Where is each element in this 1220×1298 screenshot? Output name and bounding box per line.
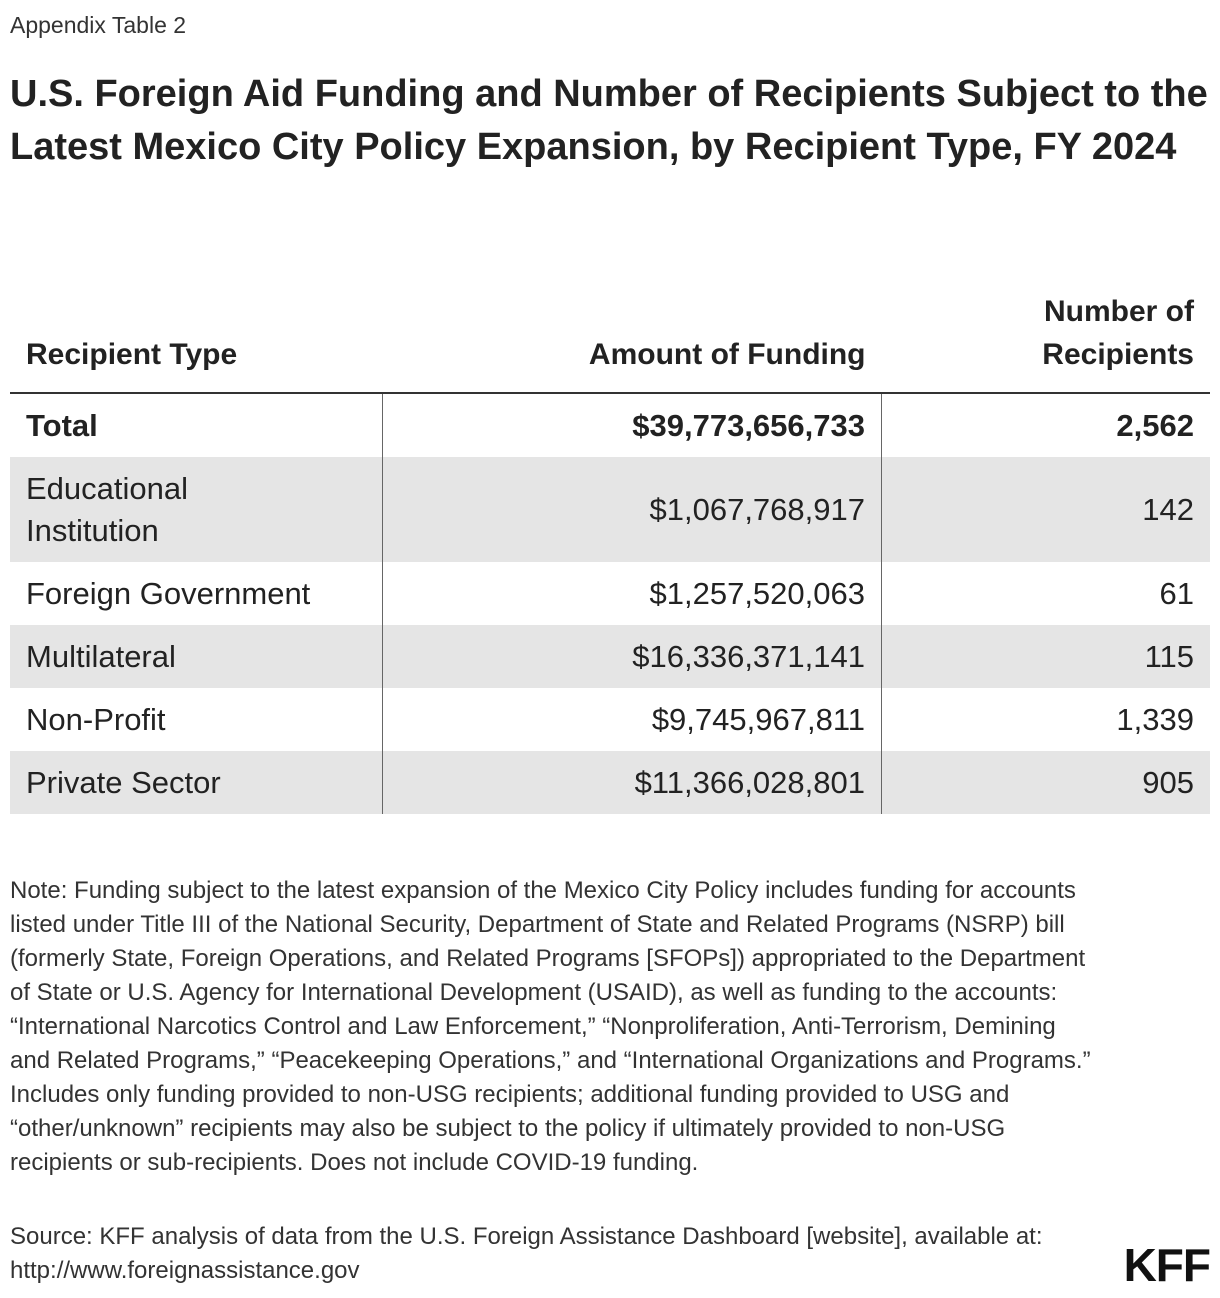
page-title: U.S. Foreign Aid Funding and Number of R… [10, 73, 1208, 168]
recipient-count-cell: 1,339 [1116, 701, 1194, 737]
table-note: Note: Funding subject to the latest expa… [10, 877, 1091, 1176]
recipient-type-line2: Institution [26, 512, 159, 548]
recipient-type-cell: Foreign Government [10, 562, 383, 625]
recipient-count-cell: 115 [881, 625, 1210, 688]
recipient-type-cell: Educational Institution [10, 457, 383, 562]
funding-amount-cell: $16,336,371,141 [382, 625, 882, 688]
recipient-type-cell: Multilateral [10, 625, 383, 688]
column-header-amount-of-funding: Amount of Funding [382, 276, 882, 394]
table-row-multilateral: Multilateral $16,336,371,141 115 [10, 625, 1210, 688]
recipient-count-cell: 2,562 [1116, 407, 1194, 443]
funding-amount-cell: $1,067,768,917 [382, 457, 882, 562]
recipient-count-cell: 142 [881, 457, 1210, 562]
table-row-private-sector: Private Sector $11,366,028,801 905 [10, 751, 1210, 814]
recipient-type-cell: Total [10, 393, 383, 457]
table-row-total: Total $39,773,656,733 2,562 [10, 393, 1210, 457]
column-header-recipient-type: Recipient Type [10, 276, 383, 394]
column-header-recipients-line1: Number of [1044, 295, 1194, 328]
funding-amount-cell: $39,773,656,733 [382, 393, 882, 457]
funding-amount-cell: $11,366,028,801 [382, 751, 882, 814]
recipient-type-cell: Non-Profit [10, 688, 383, 751]
recipient-type-line1: Educational [26, 470, 189, 506]
funding-amount-cell: $1,257,520,063 [382, 562, 882, 625]
table-row-foreign-government: Foreign Government $1,257,520,063 61 [10, 562, 1210, 625]
funding-table: Recipient Type Amount of Funding Number … [10, 276, 1210, 814]
table-row-non-profit: Non-Profit $9,745,967,811 1,339 [10, 688, 1210, 751]
table-header-row: Recipient Type Amount of Funding Number … [10, 276, 1210, 394]
table-source: Source: KFF analysis of data from the U.… [10, 1223, 1043, 1284]
recipient-count-cell: 905 [881, 751, 1210, 814]
table-kicker: Appendix Table 2 [10, 12, 187, 38]
table-row-educational-institution: Educational Institution $1,067,768,917 1… [10, 457, 1210, 562]
recipient-count-cell: 61 [1159, 575, 1194, 611]
column-header-number-of-recipients: Number of Recipients [881, 276, 1210, 394]
kff-logo: KFF [1123, 1239, 1211, 1291]
funding-amount-cell: $9,745,967,811 [382, 688, 882, 751]
column-header-recipients-line2: Recipients [1042, 338, 1194, 371]
recipient-type-cell: Private Sector [10, 751, 383, 814]
